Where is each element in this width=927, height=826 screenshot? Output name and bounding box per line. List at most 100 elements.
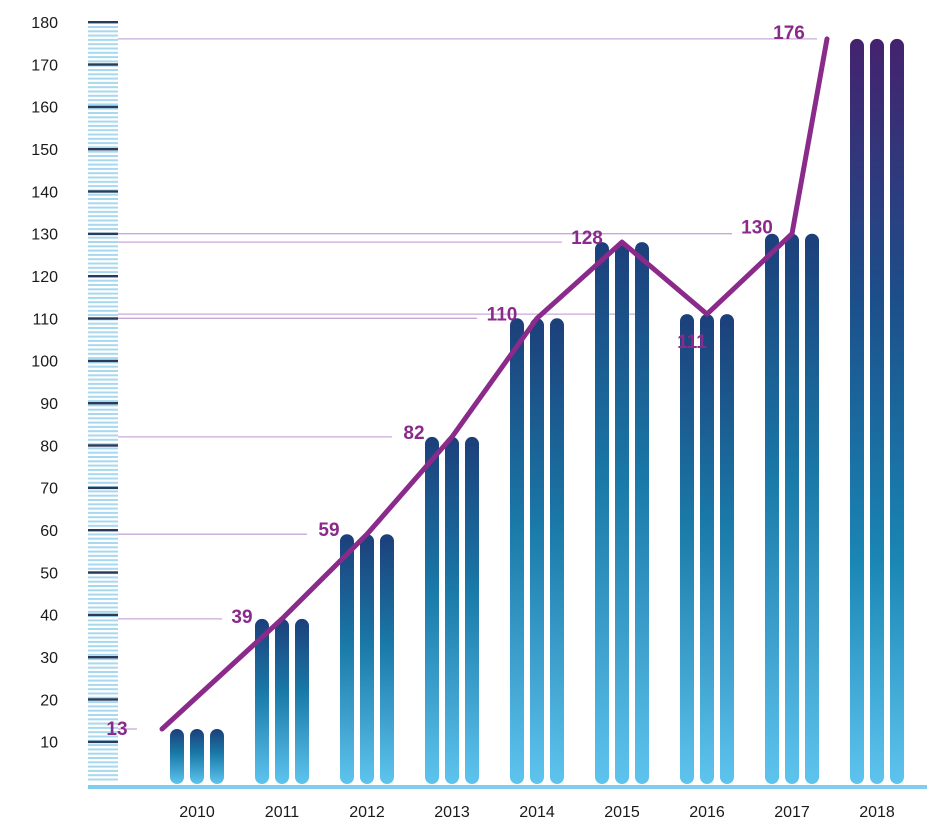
ruler-stripe	[88, 94, 118, 97]
ruler-stripe	[88, 744, 118, 747]
data-label: 39	[231, 607, 252, 628]
bar-group-2015	[595, 242, 649, 785]
ruler-stripe	[88, 327, 118, 329]
ruler-stripe	[88, 447, 118, 450]
bar	[510, 318, 524, 784]
ruler-stripe	[88, 155, 118, 157]
y-tick-label: 10	[40, 735, 58, 752]
ruler-stripe	[88, 585, 118, 587]
ruler-major-tick	[88, 571, 118, 574]
bar	[380, 534, 394, 784]
ruler-stripe	[88, 69, 118, 71]
y-axis-ruler	[88, 21, 118, 781]
ruler-stripe	[88, 425, 118, 428]
ruler-stripe	[88, 185, 118, 188]
bar	[890, 38, 904, 784]
ruler-stripe	[88, 309, 118, 312]
ruler-stripe	[88, 387, 118, 390]
ruler-stripe	[88, 180, 118, 183]
y-tick-label: 170	[31, 57, 58, 74]
ruler-stripe	[88, 769, 118, 772]
bar	[680, 314, 694, 784]
data-label: 82	[403, 423, 424, 444]
ruler-stripe	[88, 692, 118, 695]
ruler-stripe	[88, 511, 118, 514]
ruler-stripe	[88, 550, 118, 553]
ruler-stripe	[88, 344, 118, 347]
ruler-stripe	[88, 86, 118, 89]
bar	[465, 436, 479, 784]
ruler-stripe	[88, 619, 118, 622]
x-tick-label: 2013	[434, 804, 470, 821]
ruler-stripe	[88, 34, 118, 37]
ruler-stripe	[88, 142, 118, 145]
ruler-stripe	[88, 77, 118, 80]
data-label: 130	[741, 218, 773, 239]
ruler-stripe	[88, 658, 118, 661]
ruler-stripe	[88, 653, 118, 656]
bar	[720, 314, 734, 784]
ruler-stripe	[88, 778, 118, 781]
ruler-stripe	[88, 563, 118, 566]
ruler-stripe	[88, 610, 118, 613]
bar	[340, 534, 354, 784]
ruler-stripe	[88, 430, 118, 433]
ruler-stripe	[88, 245, 118, 248]
ruler-stripe	[88, 671, 118, 673]
trend-line	[159, 36, 830, 732]
bar	[210, 729, 224, 784]
ruler-stripe	[88, 477, 118, 480]
data-label: 111	[677, 332, 707, 353]
ruler-stripe	[88, 748, 118, 751]
bar	[700, 314, 714, 784]
y-tick-label: 120	[31, 269, 58, 286]
ruler-stripe	[88, 262, 118, 265]
ruler-stripe	[88, 417, 118, 420]
ruler-stripe	[88, 524, 118, 527]
ruler-stripe	[88, 258, 118, 261]
ruler-stripe	[88, 666, 118, 669]
ruler-major-tick	[88, 275, 118, 278]
ruler-stripe	[88, 51, 118, 54]
y-tick-label: 40	[40, 608, 58, 625]
ruler-stripe	[88, 395, 118, 398]
ruler-stripe	[88, 361, 118, 364]
ruler-stripe	[88, 314, 118, 317]
bar-group-2011	[255, 618, 309, 784]
ruler-stripe	[88, 434, 118, 437]
ruler-major-tick	[88, 444, 118, 447]
ruler-stripe	[88, 133, 118, 136]
bar	[275, 618, 289, 784]
ruler-stripe	[88, 210, 118, 213]
ruler-stripe	[88, 223, 118, 226]
data-label: 110	[487, 304, 518, 325]
bar-group-2018	[850, 38, 904, 784]
ruler-stripe	[88, 163, 118, 166]
x-axis-labels: 2010 2011 2012 2013 2014 2015 2016 2017 2018	[179, 804, 895, 821]
bar-group-2016	[680, 314, 734, 784]
ruler-stripe	[88, 219, 118, 222]
bar	[805, 233, 819, 784]
x-tick-label: 2018	[859, 804, 895, 821]
bar	[550, 318, 564, 784]
ruler-stripe	[88, 81, 118, 84]
bar	[595, 242, 609, 785]
ruler-stripe	[88, 73, 118, 76]
ruler-stripe	[88, 696, 118, 699]
bar	[635, 242, 649, 785]
ruler-stripe	[88, 271, 118, 274]
ruler-stripe	[88, 301, 118, 304]
x-tick-label: 2016	[689, 804, 725, 821]
ruler-stripe	[88, 451, 118, 454]
ruler-stripe	[88, 554, 118, 557]
bar-group-2010	[170, 729, 224, 784]
ruler-major-tick	[88, 359, 118, 363]
bar	[445, 436, 459, 784]
y-tick-label: 180	[31, 15, 58, 32]
ruler-stripe	[88, 112, 118, 114]
ruler-stripe	[88, 722, 118, 725]
ruler-stripe	[88, 408, 118, 411]
bar-group-2013	[425, 436, 479, 784]
y-tick-label: 110	[32, 311, 58, 328]
ruler-stripe	[88, 352, 118, 355]
